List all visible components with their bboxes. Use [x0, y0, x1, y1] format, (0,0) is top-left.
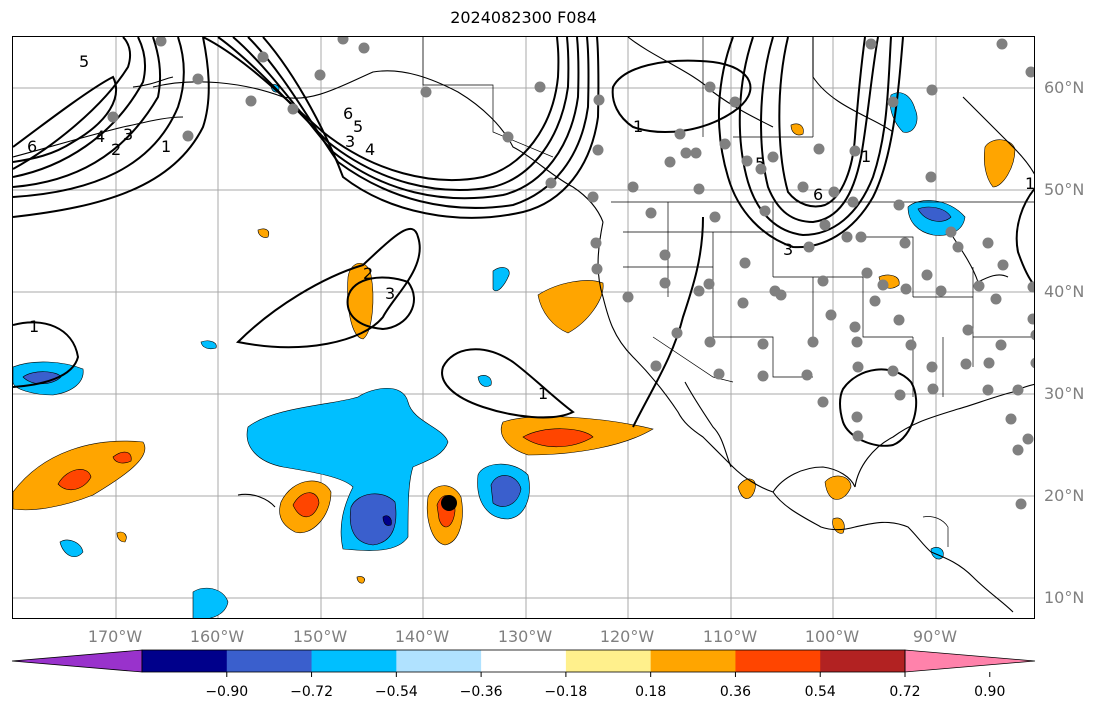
- colorbar: [11, 649, 1036, 677]
- contour-labels: 5 6 4 3 2 1 6 5 4 3 1 5 6 3 2 3 1 1 1 1: [27, 52, 1035, 403]
- contour-label: 1: [29, 317, 39, 336]
- contour-lines: [13, 37, 1034, 447]
- map-title: 2024082300 F084: [450, 8, 597, 27]
- lat-label: 40°N: [1044, 282, 1085, 301]
- contour-label: 3: [783, 240, 793, 259]
- lon-label: 130°W: [497, 627, 553, 646]
- colorbar-cell: [311, 650, 397, 672]
- colorbar-tick-label: 0.90: [974, 684, 1006, 700]
- state-borders: [422, 37, 1034, 547]
- lon-label: 150°W: [292, 627, 348, 646]
- colorbar-cell: [142, 650, 228, 672]
- lat-label: 60°N: [1044, 78, 1085, 97]
- station-markers: [107, 37, 1034, 510]
- colorbar-tick-label: −0.36: [459, 684, 503, 700]
- contour-label: 4: [95, 127, 105, 146]
- colorbar-cell: [396, 650, 482, 672]
- lat-label: 10°N: [1044, 588, 1085, 607]
- contour-label: 3: [123, 125, 133, 144]
- contour-label: 2: [111, 140, 121, 159]
- colorbar-tick-label: 0.72: [889, 684, 921, 700]
- filled-anomalies: [13, 84, 1016, 618]
- gridlines: [13, 37, 1034, 618]
- colorbar-tick-label: 0.54: [804, 684, 836, 700]
- map-panel: 5 6 4 3 2 1 6 5 4 3 1 5 6 3 2 3 1 1 1 1: [12, 36, 1035, 619]
- pos-anomaly-patch: [347, 262, 374, 340]
- contour-label: 1: [161, 137, 171, 156]
- lat-label: 50°N: [1044, 180, 1085, 199]
- lon-label: 170°W: [87, 627, 143, 646]
- colorbar-cells: [11, 649, 1036, 673]
- colorbar-extend-min: [11, 649, 143, 673]
- pos-anomaly-patch: [983, 139, 1016, 188]
- colorbar-cell: [820, 650, 906, 672]
- colorbar-tick-label: −0.54: [374, 684, 418, 700]
- pos-anomaly-patch: [537, 280, 604, 334]
- lon-label: 140°W: [394, 627, 450, 646]
- colorbar-cell: [481, 650, 567, 672]
- contour-label: 1: [538, 384, 548, 403]
- lon-label: 110°W: [702, 627, 758, 646]
- pos-anomaly-core: [57, 469, 92, 491]
- contour-label: 4: [365, 140, 375, 159]
- contour-label: 3: [385, 284, 395, 303]
- lon-label: 160°W: [189, 627, 245, 646]
- contour-label: 1: [1025, 174, 1035, 193]
- lon-label: 90°W: [912, 627, 958, 646]
- colorbar-cell: [650, 650, 736, 672]
- contour-label: 6: [343, 104, 353, 123]
- colorbar-cell: [226, 650, 313, 672]
- lat-label: 30°N: [1044, 384, 1085, 403]
- contour-label: 5: [353, 117, 363, 136]
- contour-label: 6: [813, 185, 823, 204]
- contour-label: 5: [755, 154, 765, 173]
- colorbar-extend-max: [904, 649, 1036, 673]
- map-canvas: 5 6 4 3 2 1 6 5 4 3 1 5 6 3 2 3 1 1 1 1: [13, 37, 1035, 618]
- contour-label: 1: [861, 147, 871, 166]
- colorbar-cell: [565, 650, 652, 672]
- colorbar-tick-label: 0.18: [635, 684, 667, 700]
- lat-label: 20°N: [1044, 486, 1085, 505]
- colorbar-tick-label: −0.18: [544, 684, 588, 700]
- colorbar-tick-label: 0.36: [719, 684, 752, 700]
- colorbar-cell: [735, 650, 821, 672]
- neg-anomaly-patch: [246, 388, 449, 551]
- contour-label: 5: [79, 52, 89, 71]
- colorbar-tick-label: −0.72: [290, 684, 333, 700]
- colorbar-outline: [141, 649, 906, 673]
- colorbar-tick-label: −0.90: [205, 684, 249, 700]
- lon-label: 100°W: [804, 627, 860, 646]
- contour-label: 2: [363, 264, 373, 283]
- lon-label: 120°W: [599, 627, 655, 646]
- contour-label: 3: [345, 132, 355, 151]
- contour-label: 6: [27, 137, 37, 156]
- coastlines: [13, 37, 1034, 613]
- contour-label: 1: [633, 117, 643, 136]
- storm-center-marker: [441, 495, 457, 511]
